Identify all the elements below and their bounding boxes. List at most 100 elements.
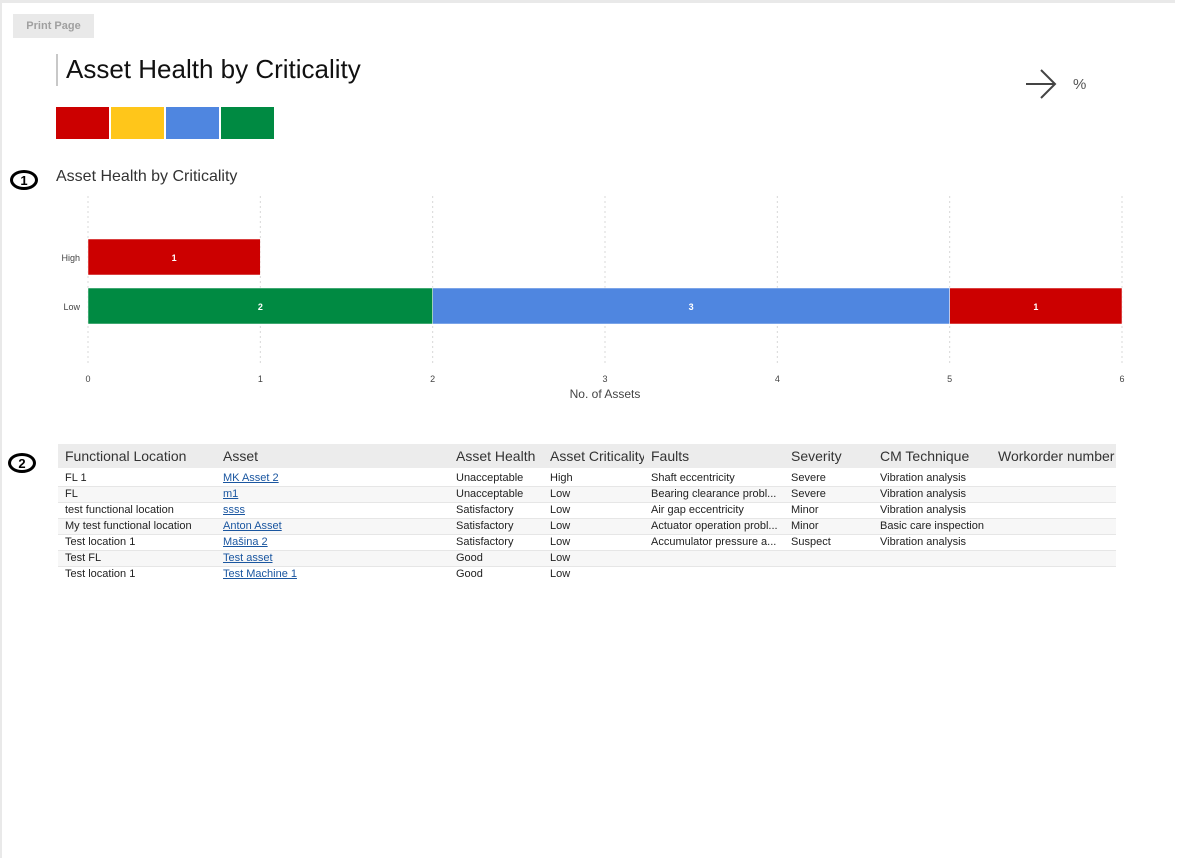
swatch-suspect[interactable] [111,107,164,139]
table-cell: Anton Asset [216,518,449,535]
table-cell: Good [449,550,543,567]
column-header-faults[interactable]: Faults [644,444,784,468]
annotation-badge-2: 2 [8,453,36,473]
bar-segment [87,238,261,276]
column-header-asset[interactable]: Asset [216,444,449,468]
table-cell: High [543,468,644,487]
bar-data-label: 3 [689,302,694,312]
column-header-cm-technique[interactable]: CM Technique [873,444,991,468]
table-cell: Low [543,486,644,503]
percent-toggle[interactable]: % [1073,76,1087,93]
table-cell: Test Machine 1 [216,567,449,583]
bar-data-label: 1 [172,253,177,263]
table-cell: Severe [784,486,873,503]
table-cell: Mašina 2 [216,534,449,551]
table-cell: Bearing clearance probl... [644,486,784,503]
column-header-workorder-number[interactable]: Workorder number [991,444,1116,468]
table-cell: Unacceptable [449,468,543,487]
table-cell: Vibration analysis [873,468,991,487]
swatch-satisfactory[interactable] [166,107,219,139]
table-cell: Vibration analysis [873,502,991,519]
chart-title: Asset Health by Criticality [56,168,238,185]
y-category-label: High [61,253,80,263]
x-tick-label: 5 [947,374,952,384]
faults-header-label: Faults [651,448,690,464]
x-tick-label: 6 [1119,374,1124,384]
table-cell [991,534,1116,551]
table-row: Test location 1 Test Machine 1 Good Low [58,567,1116,583]
bar-segment [432,287,950,325]
table-cell [784,567,873,583]
table-cell: Minor [784,518,873,535]
asset-link[interactable]: ssss [223,504,245,516]
arrow-right-icon[interactable] [1024,68,1058,100]
asset-link[interactable]: Test Machine 1 [223,568,297,580]
column-header-asset-criticality[interactable]: Asset Criticality [543,444,644,468]
title-accent-bar [56,54,58,86]
bar-data-label: 1 [1033,302,1038,312]
table-row: test functional location ssss Satisfactory… [58,502,1116,519]
table-cell: Suspect [784,534,873,551]
table-row: My test functional location Anton Asset Sa… [58,518,1116,535]
table-cell: Low [550,568,571,580]
table-cell: Test FL [58,550,216,567]
table-cell [991,502,1116,519]
table-cell: test functional location [58,502,216,519]
bar-segment [87,287,433,325]
table-cell [644,550,784,567]
table-cell [873,567,991,583]
column-header-severity[interactable]: Severity [784,444,873,468]
table-cell: Satisfactory [449,502,543,519]
table-cell: Low [543,550,644,567]
asset-table: Functional Location Asset Asset Health A… [58,444,1116,582]
column-header-functional-location[interactable]: Functional Location [58,444,216,468]
table-cell [873,550,991,567]
table-cell [991,518,1116,535]
asset-health-chart: 0 1 2 3 4 5 6 High Low 1 2 3 1 No. of Assets [61,196,1125,401]
table-row: Test location 1 Mašina 2 Satisfactory Low Ac… [58,534,1116,551]
table-cell: Satisfactory [449,534,543,551]
bar-segment [949,287,1123,325]
x-tick-label: 1 [258,374,263,384]
table-cell: Basic care inspection [873,518,991,535]
table-cell: Actuator operation probl... [644,518,784,535]
print-page-button[interactable]: Print Page [13,14,94,38]
asset-link[interactable]: Mašina 2 [223,536,268,548]
x-tick-label: 0 [85,374,90,384]
table-header-row: Functional Location Asset Asset Health A… [58,444,1116,468]
swatch-good[interactable] [221,107,274,139]
table-cell: ssss [216,502,449,519]
table-cell: Test location 1 [58,534,216,551]
asset-link[interactable]: m1 [223,488,239,500]
table-cell [991,550,1116,567]
asset-link[interactable]: Anton Asset [223,520,282,532]
table-cell: Accumulator pressure a... [644,534,784,551]
table-cell: m1 [216,486,449,503]
x-axis-title: No. of Assets [570,387,641,401]
asset-link[interactable]: MK Asset 2 [223,472,279,484]
table-cell: Vibration analysis [873,534,991,551]
swatch-unacceptable[interactable] [56,107,109,139]
table-cell: Unacceptable [449,486,543,503]
table-cell: Low [543,534,644,551]
table-cell: Shaft eccentricity [644,468,784,487]
column-header-asset-health[interactable]: Asset Health [449,444,543,468]
table-cell: Test location 1 [65,568,136,580]
table-cell: Minor [784,502,873,519]
table-cell [991,567,1116,583]
table-cell: MK Asset 2 [216,468,449,487]
table-cell: Satisfactory [449,518,543,535]
table-cell [991,468,1116,487]
table-cell: Severe [784,468,873,487]
health-filter-swatches [56,107,276,139]
x-tick-label: 4 [775,374,780,384]
table-row: Test FL Test asset Good Low [58,550,1116,567]
table-cell: My test functional location [58,518,216,535]
table-cell: Vibration analysis [873,486,991,503]
table-row: FL m1 Unacceptable Low Bearing clearance pro… [58,486,1116,503]
x-tick-label: 3 [602,374,607,384]
bar-data-label: 2 [258,302,263,312]
table-cell [991,486,1116,503]
asset-link[interactable]: Test asset [223,552,273,564]
